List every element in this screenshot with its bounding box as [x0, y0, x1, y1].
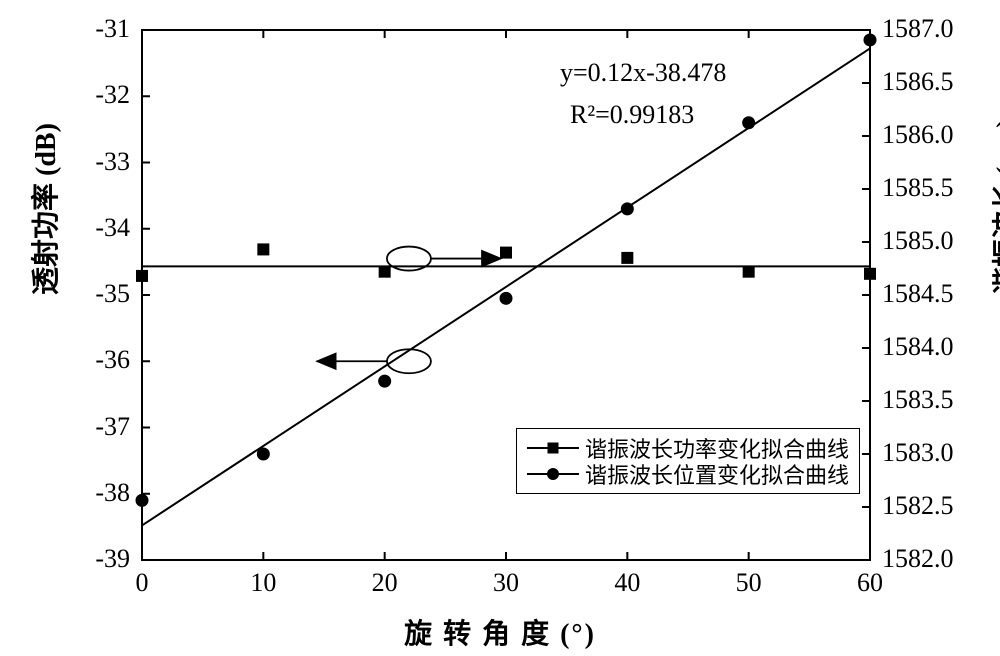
x-tick-label: 20	[372, 568, 398, 598]
legend-sample-power	[527, 438, 579, 458]
y-right-tick-label: 1583.0	[882, 438, 954, 468]
y-right-tick-label: 1586.5	[882, 67, 954, 97]
y-right-tick-label: 1582.5	[882, 491, 954, 521]
legend-row-position: 谐振波长位置变化拟合曲线	[527, 461, 849, 487]
fit-r2: R²=0.99183	[570, 100, 694, 130]
y-left-tick-label: -35	[95, 279, 130, 309]
y-left-tick-label: -36	[95, 345, 130, 375]
fit-equation-text: y=0.12x-38.478	[560, 58, 726, 87]
x-tick-label: 50	[736, 568, 762, 598]
plot-svg	[0, 0, 1000, 656]
y-right-tick-label: 1585.0	[882, 226, 954, 256]
fit-r2-text: R²=0.99183	[570, 100, 694, 129]
y-left-tick-label: -34	[95, 213, 130, 243]
y-right-tick-label: 1584.0	[882, 332, 954, 362]
y-right-tick-label: 1585.5	[882, 173, 954, 203]
y-right-tick-label: 1587.0	[882, 14, 954, 44]
x-axis-text: 旋 转 角 度 (°)	[404, 619, 596, 650]
y-right-axis-text: 谐振波长 (nm)	[992, 118, 1000, 295]
x-tick-label: 10	[250, 568, 276, 598]
y-left-tick-label: -39	[95, 544, 130, 574]
legend: 谐振波长功率变化拟合曲线 谐振波长位置变化拟合曲线	[516, 428, 860, 494]
y-left-tick-label: -32	[95, 80, 130, 110]
y-right-tick-label: 1586.0	[882, 120, 954, 150]
y-left-tick-label: -31	[95, 14, 130, 44]
y-right-tick-label: 1582.0	[882, 544, 954, 574]
y-left-axis-label: 透射功率 (dB)	[24, 123, 64, 295]
y-left-tick-label: -33	[95, 147, 130, 177]
x-tick-label: 30	[493, 568, 519, 598]
x-tick-label: 60	[857, 568, 883, 598]
y-right-tick-label: 1584.5	[882, 279, 954, 309]
fit-equation: y=0.12x-38.478	[560, 58, 726, 88]
chart-container: 透射功率 (dB) 谐振波长 (nm) 旋 转 角 度 (°) y=0.12x-…	[0, 0, 1000, 656]
y-left-tick-label: -37	[95, 412, 130, 442]
y-left-axis-text: 透射功率 (dB)	[31, 123, 62, 295]
x-tick-label: 40	[614, 568, 640, 598]
y-left-tick-label: -38	[95, 478, 130, 508]
legend-sample-position	[527, 464, 579, 484]
legend-label-position: 谐振波长位置变化拟合曲线	[585, 458, 849, 490]
y-right-axis-label: 谐振波长 (nm)	[985, 118, 1000, 295]
x-axis-label: 旋 转 角 度 (°)	[0, 612, 1000, 652]
x-tick-label: 0	[136, 568, 149, 598]
y-right-tick-label: 1583.5	[882, 385, 954, 415]
